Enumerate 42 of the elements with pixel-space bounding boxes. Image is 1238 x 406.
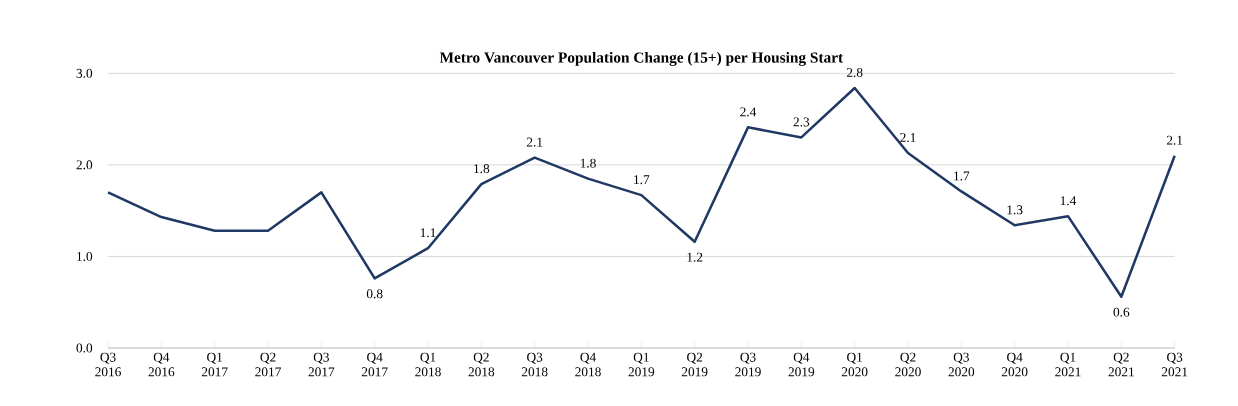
y-tick-label: 1.0 [77,251,93,261]
x-tick-label: Q2 2020 [895,352,921,377]
x-tick-label: Q4 2020 [1001,352,1028,377]
data-label: 2.1 [900,133,916,143]
data-label: 2.4 [740,107,757,117]
data-label: 1.7 [954,171,970,181]
x-tick-label: Q1 2018 [415,352,441,377]
x-tick-label: Q3 2017 [308,352,335,377]
x-tick-label: Q4 2017 [361,352,388,377]
x-tick-label: Q2 2017 [255,352,281,377]
data-label: 0.6 [1113,307,1130,317]
y-tick-label: 0.0 [76,343,93,353]
x-tick-label: Q1 2017 [201,352,228,377]
data-label: 2.8 [846,67,863,78]
x-tick-label: Q3 2016 [95,352,121,377]
data-label: 1.7 [634,175,650,185]
x-tick-label: Q2 2021 [1108,352,1134,377]
x-tick-label: Q4 2018 [575,352,601,377]
data-label: 1.2 [687,252,703,262]
data-label: 2.1 [526,137,543,147]
data-label: 2.3 [793,117,810,127]
x-tick-label: Q1 2020 [841,352,868,377]
x-tick-label: Q1 2019 [628,352,655,377]
x-tick-label: Q1 2021 [1055,352,1081,377]
x-tick-label: Q2 2019 [681,352,708,377]
x-tick-label: Q3 2020 [948,352,975,377]
x-tick-label: Q3 2021 [1161,352,1188,377]
data-label: 2.1 [1166,135,1183,145]
x-tick-label: Q3 2018 [521,352,548,377]
x-tick-label: Q2 2018 [468,352,495,377]
data-label: 1.8 [474,164,490,174]
data-label: 1.3 [1007,205,1023,215]
y-tick-label: 3.0 [76,68,93,78]
data-label: 0.8 [366,289,383,299]
y-tick-label: 2.0 [76,160,93,170]
data-label: 1.4 [1060,196,1077,206]
data-label: 1.8 [580,158,596,168]
chart-title: Metro Vancouver Population Change (15+) per Housing Start [439,51,844,66]
x-tick-label: Q3 2019 [735,352,761,377]
x-tick-label: Q4 2016 [148,352,175,377]
x-tick-label: Q4 2019 [788,352,815,377]
data-label: 1.1 [420,228,436,238]
